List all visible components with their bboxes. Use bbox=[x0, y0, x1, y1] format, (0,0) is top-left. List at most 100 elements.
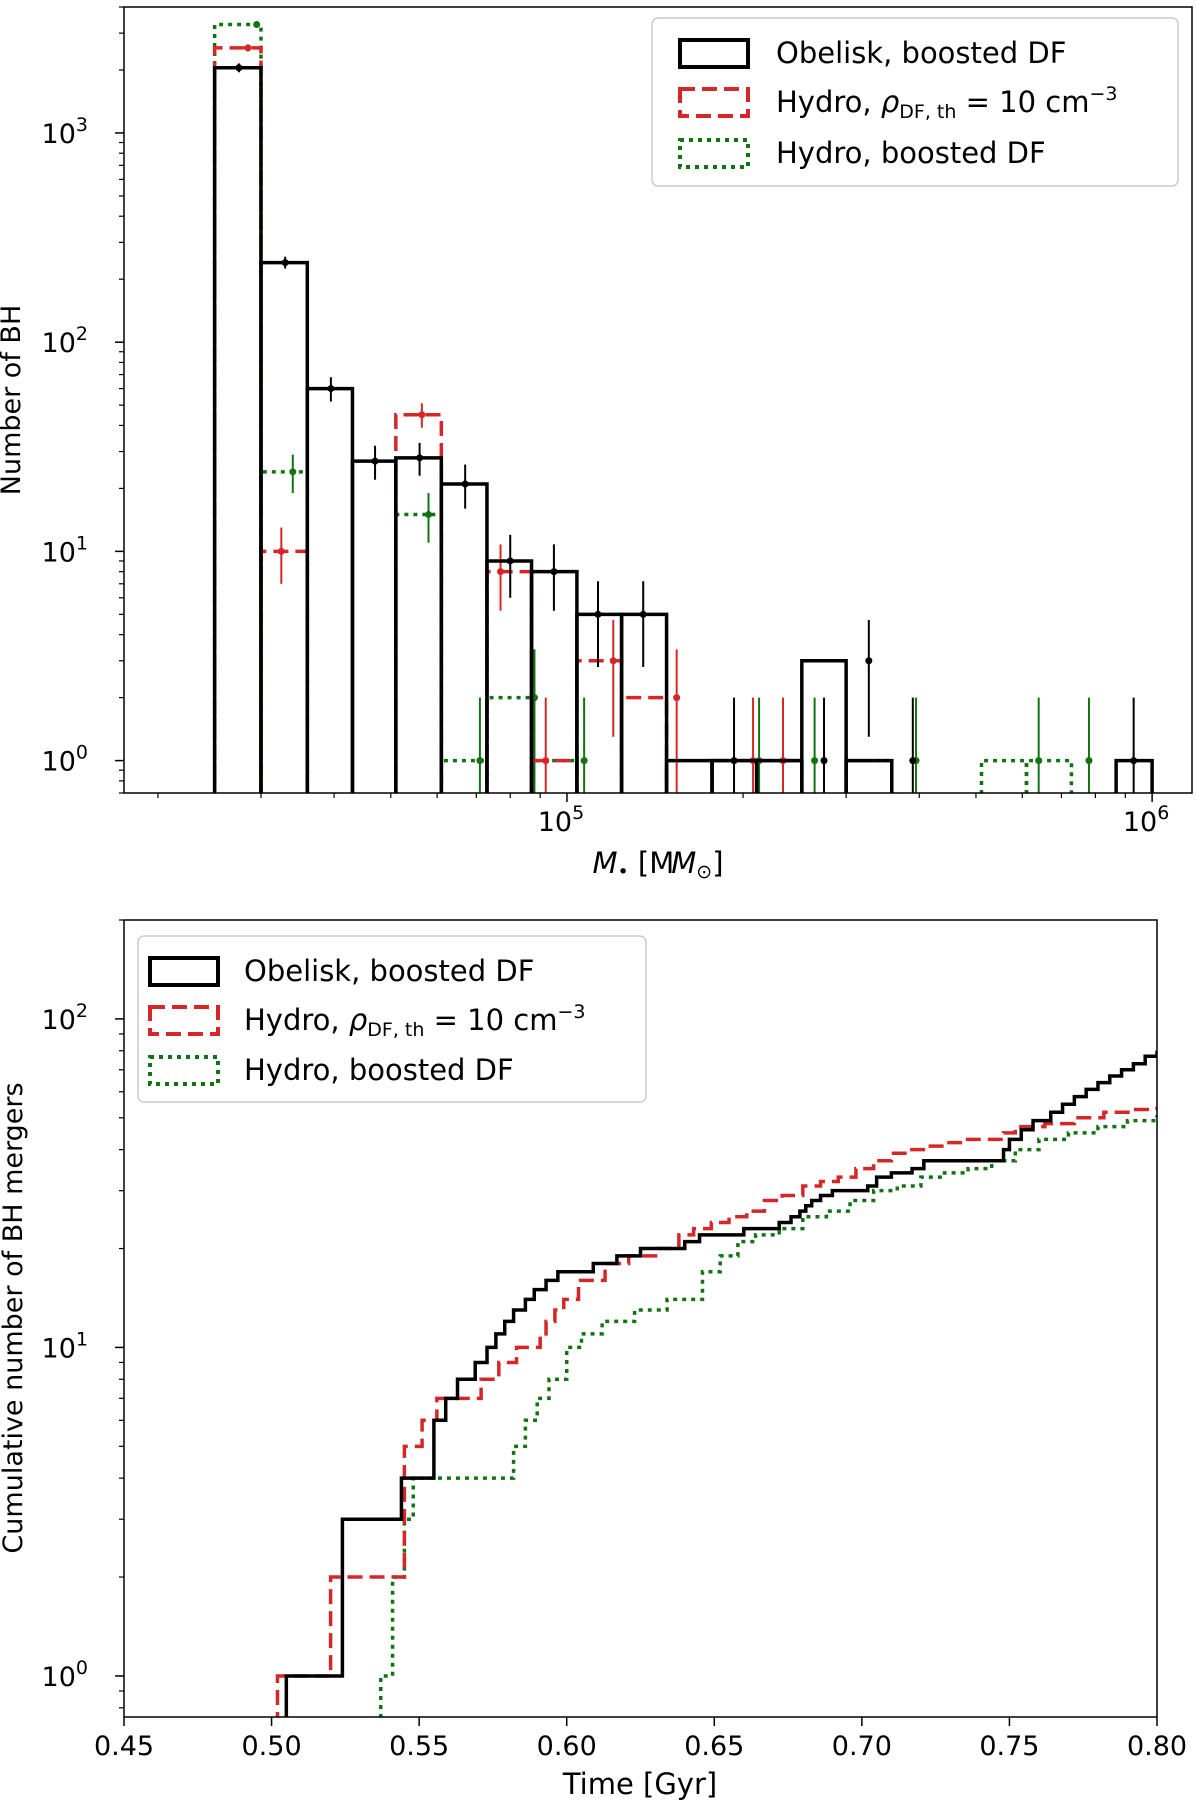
bar-hydro-rho-df-th-10-cm-3-6 bbox=[485, 569, 534, 793]
x-tick-label: 0.80 bbox=[1127, 1731, 1187, 1762]
mass-histogram-ylabel: Number of BH bbox=[0, 305, 27, 495]
y-tick-label: 101 bbox=[42, 532, 88, 568]
point-obelisk-boosted-df-11 bbox=[820, 757, 828, 765]
mergers-ticks: 0.45 0.50 0.55 0.60 0.65 0.70 0.75 0.80 100 101 10… bbox=[42, 919, 1187, 1762]
mergers-panel: 0.45 0.50 0.55 0.60 0.65 0.70 0.75 0.80 100 101 10… bbox=[0, 919, 1187, 1801]
bar-hydro-rho-df-th-10-cm-3-1 bbox=[259, 549, 310, 793]
bar-obelisk-boosted-df-1 bbox=[259, 260, 310, 793]
legend-label-hydro-boosted: Hydro, boosted DF bbox=[776, 136, 1046, 170]
mergers-ylabel: Cumulative number of BH mergers bbox=[0, 1082, 29, 1553]
series-hydro-boosted-df bbox=[379, 1114, 1157, 1717]
mass-histogram-xlabel: M• [MM⊙] bbox=[592, 846, 723, 883]
point-obelisk-boosted-df-3 bbox=[371, 457, 379, 465]
legend-box bbox=[137, 935, 647, 1103]
point-hydro-rho-df-th-10-cm-3-0 bbox=[244, 44, 252, 52]
point-hydro-rho-df-th-10-cm-3-4 bbox=[542, 757, 550, 765]
point-obelisk-boosted-df-6 bbox=[506, 557, 514, 565]
point-hydro-boosted-df-10 bbox=[1085, 757, 1093, 765]
legend-label-hydro-boosted: Hydro, boosted DF bbox=[244, 1053, 514, 1087]
bar-hydro-boosted-df-14 bbox=[844, 758, 894, 793]
mass-histogram-panel: 105 106 100 101 102 103 Number of BH M• [MM⊙]… bbox=[0, 6, 1193, 883]
mass-histogram-legend: Obelisk, boosted DF Hydro, ρDF, th = 10 … bbox=[651, 17, 1179, 187]
bar-hydro-rho-df-th-10-cm-3-4 bbox=[394, 412, 444, 793]
mergers-frame bbox=[123, 919, 1158, 1718]
mergers-legend: Obelisk, boosted DF Hydro, ρDF, th = 10 … bbox=[137, 935, 647, 1103]
point-obelisk-boosted-df-4 bbox=[416, 454, 424, 462]
point-hydro-rho-df-th-10-cm-3-2 bbox=[418, 411, 426, 419]
x-tick-label: 0.75 bbox=[979, 1731, 1039, 1762]
legend-box bbox=[651, 17, 1179, 187]
bar-obelisk-boosted-df-12 bbox=[754, 758, 804, 793]
bar-hydro-boosted-df-0 bbox=[212, 22, 263, 793]
point-hydro-rho-df-th-10-cm-3-3 bbox=[497, 568, 505, 576]
y-tick-label: 100 bbox=[42, 742, 88, 778]
point-obelisk-boosted-df-2 bbox=[327, 385, 335, 393]
bar-obelisk-boosted-df-10 bbox=[664, 758, 714, 793]
point-hydro-boosted-df-3 bbox=[476, 757, 484, 765]
point-obelisk-boosted-df-7 bbox=[550, 568, 558, 576]
x-tick-label: 0.45 bbox=[94, 1731, 154, 1762]
mass-histogram-plot-area bbox=[212, 20, 1154, 793]
point-obelisk-boosted-df-0 bbox=[235, 64, 243, 72]
bar-obelisk-boosted-df-2 bbox=[305, 386, 355, 793]
bar-hydro-rho-df-th-10-cm-3-12 bbox=[754, 758, 804, 793]
series-obelisk-boosted-df bbox=[284, 1050, 1157, 1717]
point-hydro-boosted-df-7 bbox=[811, 757, 819, 765]
x-tick-label: 0.55 bbox=[389, 1731, 449, 1762]
legend-label-obelisk: Obelisk, boosted DF bbox=[244, 954, 534, 988]
bar-obelisk-boosted-df-4 bbox=[394, 456, 444, 793]
bar-hydro-rho-df-th-10-cm-3-9 bbox=[619, 695, 669, 793]
legend-label-hydro-rho: Hydro, ρDF, th = 10 cm−3 bbox=[244, 1001, 585, 1041]
bar-hydro-boosted-df-18 bbox=[1024, 758, 1074, 793]
legend-swatch-hydro-boosted bbox=[678, 138, 750, 169]
y-tick-label: 102 bbox=[42, 1000, 88, 1036]
mass-histogram-ticks: 105 106 100 101 102 103 bbox=[42, 6, 1169, 838]
legend-swatch-obelisk bbox=[148, 956, 220, 987]
point-hydro-boosted-df-0 bbox=[253, 20, 261, 28]
legend-swatch-obelisk bbox=[678, 38, 750, 69]
point-obelisk-boosted-df-10 bbox=[730, 757, 738, 765]
point-hydro-boosted-df-5 bbox=[580, 757, 588, 765]
point-hydro-boosted-df-2 bbox=[425, 511, 433, 519]
point-hydro-rho-df-th-10-cm-3-5 bbox=[609, 657, 617, 665]
legend-swatch-hydro-rho bbox=[678, 87, 750, 118]
legend-swatch-hydro-boosted bbox=[148, 1055, 220, 1086]
legend-label-obelisk: Obelisk, boosted DF bbox=[776, 36, 1066, 70]
x-tick-label: 106 bbox=[1123, 802, 1169, 838]
bar-hydro-boosted-df-1 bbox=[259, 470, 310, 793]
mass-histogram-frame bbox=[123, 6, 1193, 794]
x-tick-label: 0.50 bbox=[242, 1731, 302, 1762]
bar-obelisk-boosted-df-13 bbox=[800, 659, 848, 793]
x-tick-label: 0.70 bbox=[832, 1731, 892, 1762]
bar-obelisk-boosted-df-14 bbox=[844, 758, 894, 793]
point-obelisk-boosted-df-5 bbox=[461, 480, 469, 488]
y-tick-label: 103 bbox=[42, 114, 88, 150]
legend-label-hydro-rho: Hydro, ρDF, th = 10 cm−3 bbox=[776, 83, 1117, 123]
point-obelisk-boosted-df-9 bbox=[639, 610, 647, 618]
mergers-xlabel: Time [Gyr] bbox=[562, 1767, 717, 1801]
bar-hydro-boosted-df-12 bbox=[754, 758, 804, 793]
point-obelisk-boosted-df-1 bbox=[281, 259, 289, 267]
bar-hydro-boosted-df-4 bbox=[394, 512, 444, 793]
point-obelisk-boosted-df-13 bbox=[909, 757, 917, 765]
legend-swatch-hydro-rho bbox=[148, 1005, 220, 1036]
y-tick-label: 100 bbox=[42, 1657, 88, 1693]
bar-hydro-rho-df-th-10-cm-3-7 bbox=[529, 758, 579, 793]
point-hydro-rho-df-th-10-cm-3-6 bbox=[673, 694, 681, 702]
x-tick-label: 105 bbox=[538, 802, 584, 838]
point-hydro-rho-df-th-10-cm-3-1 bbox=[277, 547, 285, 555]
bar-hydro-rho-df-th-10-cm-3-0 bbox=[212, 46, 263, 793]
x-tick-label: 0.65 bbox=[684, 1731, 744, 1762]
bar-hydro-boosted-df-17 bbox=[979, 758, 1029, 793]
bar-obelisk-boosted-df-0 bbox=[212, 65, 263, 793]
point-obelisk-boosted-df-8 bbox=[594, 610, 602, 618]
mergers-plot-area bbox=[275, 1050, 1157, 1717]
x-tick-label: 0.60 bbox=[537, 1731, 597, 1762]
y-tick-label: 101 bbox=[42, 1328, 88, 1364]
bar-hydro-boosted-df-7 bbox=[529, 758, 579, 793]
point-hydro-boosted-df-9 bbox=[1035, 757, 1043, 765]
point-hydro-boosted-df-1 bbox=[289, 468, 297, 476]
series-hydro-rho-df-th-10-cm-3 bbox=[275, 1106, 1157, 1717]
bar-obelisk-boosted-df-3 bbox=[350, 459, 398, 793]
